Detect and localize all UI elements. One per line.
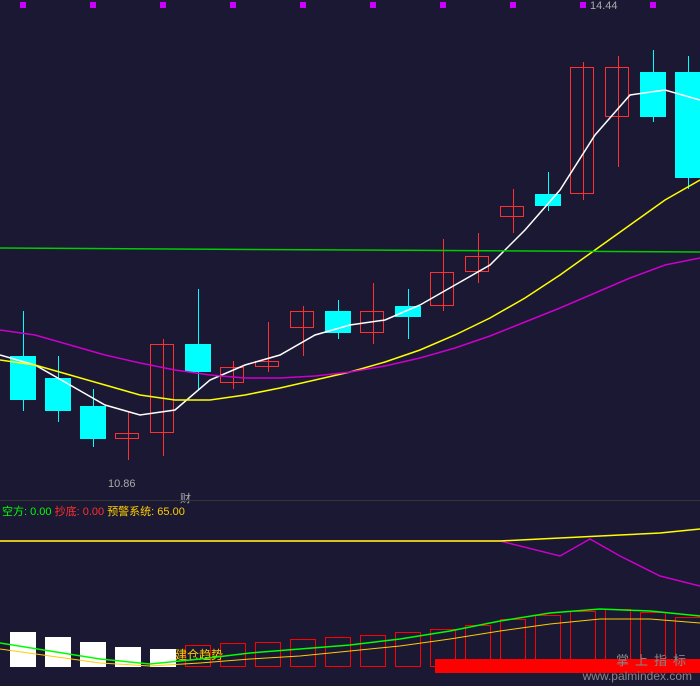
- candle-body: [500, 206, 524, 217]
- candle[interactable]: [185, 0, 211, 500]
- indicator-bar: [395, 632, 421, 667]
- candle[interactable]: [10, 0, 36, 500]
- candle-body: [675, 72, 700, 178]
- indicator-bar: [290, 639, 316, 667]
- candle-body: [115, 433, 139, 439]
- indicator-bar: [360, 635, 386, 667]
- candle[interactable]: [115, 0, 141, 500]
- candle[interactable]: [570, 0, 596, 500]
- legend-part: 65.00: [154, 506, 185, 518]
- candle[interactable]: [395, 0, 421, 500]
- candle-body: [430, 272, 454, 305]
- candle-body: [570, 67, 594, 195]
- candle-body: [395, 306, 421, 317]
- candle-body: [360, 311, 384, 333]
- candle-body: [255, 361, 279, 367]
- watermark-url: www.palmindex.com: [583, 669, 692, 683]
- candle[interactable]: [465, 0, 491, 500]
- candle[interactable]: [80, 0, 106, 500]
- candle[interactable]: [500, 0, 526, 500]
- candle-body: [10, 356, 36, 400]
- candle-body: [290, 311, 314, 328]
- candle[interactable]: [150, 0, 176, 500]
- indicator-bar: [10, 632, 36, 667]
- candle[interactable]: [255, 0, 281, 500]
- price-label: 14.44: [590, 0, 618, 12]
- legend-part: 0.00: [27, 506, 55, 518]
- legend-part: 空方:: [2, 506, 27, 518]
- indicator-bar: [80, 642, 106, 667]
- indicator-bar: [150, 649, 176, 667]
- indicator-bar: [535, 615, 561, 667]
- candle-body: [80, 406, 106, 439]
- indicator-bar: [115, 647, 141, 667]
- candle-body: [185, 344, 211, 372]
- candle[interactable]: [675, 0, 700, 500]
- candle[interactable]: [325, 0, 351, 500]
- indicator-bar: [500, 619, 526, 667]
- main-candlestick-chart[interactable]: 10.8614.44财: [0, 0, 700, 500]
- watermark-cn: 掌上指标: [583, 650, 692, 669]
- candle-body: [465, 256, 489, 273]
- indicator-bar: [45, 637, 71, 667]
- trend-label: 建仓趋势: [175, 646, 223, 663]
- candle[interactable]: [430, 0, 456, 500]
- candle-body: [150, 344, 174, 433]
- indicator-bar: [325, 637, 351, 667]
- indicator-bar: [255, 642, 281, 667]
- watermark: 掌上指标 www.palmindex.com: [583, 650, 692, 683]
- candle[interactable]: [605, 0, 631, 500]
- candle[interactable]: [535, 0, 561, 500]
- indicator-legend: 空方: 0.00 抄底: 0.00 预警系统: 65.00: [2, 503, 185, 519]
- candle-wick: [198, 289, 199, 389]
- candle-body: [640, 72, 666, 116]
- candle[interactable]: [220, 0, 246, 500]
- indicator-bar: [430, 629, 456, 667]
- candle-body: [605, 67, 629, 117]
- candle[interactable]: [640, 0, 666, 500]
- price-label: 10.86: [108, 478, 136, 490]
- candle-body: [535, 194, 561, 205]
- legend-part: 0.00: [80, 506, 108, 518]
- candle-body: [220, 367, 244, 384]
- indicator-bar: [465, 625, 491, 667]
- candle[interactable]: [360, 0, 386, 500]
- indicator-line: [0, 529, 700, 541]
- indicator-line: [0, 539, 700, 586]
- candle[interactable]: [45, 0, 71, 500]
- candle[interactable]: [290, 0, 316, 500]
- legend-part: 预警系统:: [107, 506, 154, 518]
- indicator-bar: [220, 643, 246, 667]
- candle-body: [325, 311, 351, 333]
- legend-part: 抄底:: [55, 506, 80, 518]
- candle-body: [45, 378, 71, 411]
